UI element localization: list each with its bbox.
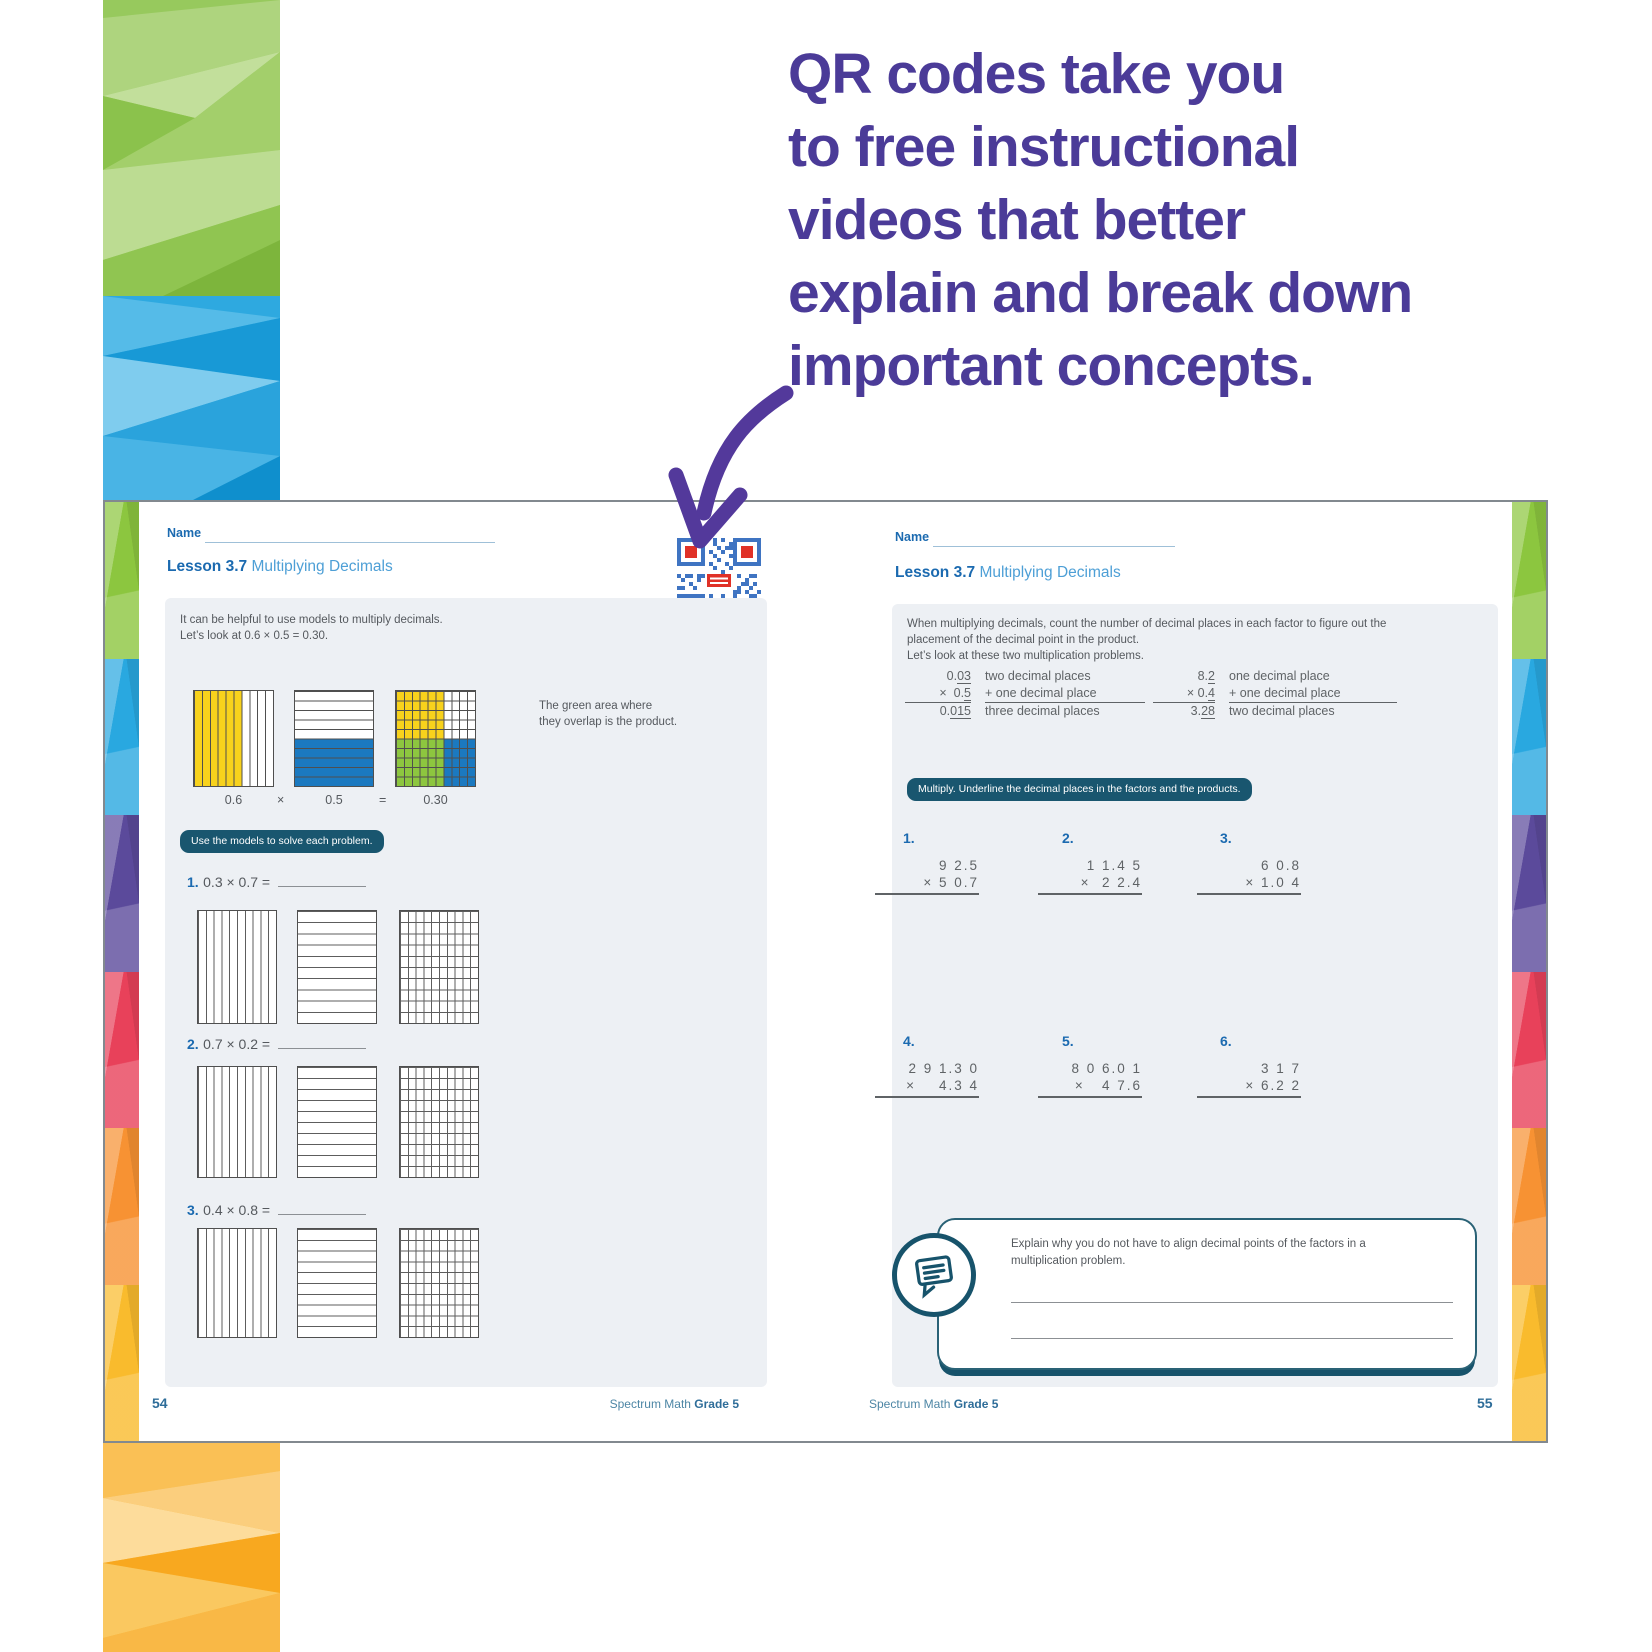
problem-number: 6. <box>1220 1033 1232 1049</box>
name-blank-line <box>933 532 1175 547</box>
headline-line: to free instructional <box>788 115 1300 179</box>
model-label-product: 0.30 <box>423 793 448 807</box>
problem-number: 1. <box>903 830 915 846</box>
tenths-grid-horizontal <box>297 910 377 1024</box>
problem-2: 2. 0.7 × 0.2 = <box>187 1036 367 1054</box>
headline-line: QR codes take you <box>788 42 1285 106</box>
headline-line: videos that better <box>788 188 1246 252</box>
headline-line: important concepts. <box>788 334 1315 398</box>
left-intro-text: It can be helpful to use models to multi… <box>180 612 443 644</box>
model-label-factor2: 0.5 <box>325 793 343 807</box>
tenths-grid-horizontal <box>297 1228 377 1338</box>
note-line: they overlap is the product. <box>539 716 678 728</box>
model-note: The green area where they overlap is the… <box>539 698 677 730</box>
workbook-spread: Name Lesson 3.7 Multiplying Decimals It … <box>103 500 1548 1443</box>
lesson-title: Multiplying Decimals <box>251 558 393 575</box>
tenths-grid-horizontal <box>297 1066 377 1178</box>
problem-expression: 0.3 × 0.7 = <box>203 874 274 890</box>
mult-problem-1: 9 2.5 × 5 0.7 <box>875 828 979 925</box>
model-label-times: × <box>277 793 285 807</box>
note-line: The green area where <box>539 700 653 712</box>
curved-arrow-icon <box>640 383 800 553</box>
right-page-edge-rainbow <box>1512 502 1546 1441</box>
hundredths-grid <box>399 910 479 1024</box>
footer-right: Spectrum Math Grade 5 <box>869 1397 998 1411</box>
model-label-equals: = <box>379 793 387 807</box>
mult-problem-5: 8 0 6.0 1 × 4 7.6 <box>1038 1031 1142 1128</box>
answer-blank <box>278 1202 367 1215</box>
explain-box: Explain why you do not have to align dec… <box>937 1218 1477 1370</box>
lesson-number: Lesson 3.7 <box>167 558 248 575</box>
answer-blank-line <box>1011 1338 1453 1339</box>
lesson-title: Multiplying Decimals <box>979 564 1121 581</box>
problem-expression: 0.7 × 0.2 = <box>203 1036 274 1052</box>
explain-prompt: Explain why you do not have to align dec… <box>1011 1236 1366 1270</box>
footer-brand: Spectrum Math <box>609 1397 695 1411</box>
footer-left: Spectrum Math Grade 5 <box>585 1397 739 1411</box>
lesson-heading: Lesson 3.7 Multiplying Decimals <box>167 558 393 576</box>
explain-line: Explain why you do not have to align dec… <box>1011 1238 1366 1250</box>
tenths-grid-vertical <box>197 1066 277 1178</box>
hundredths-grid <box>399 1228 479 1338</box>
tenths-grid-vertical <box>197 1228 277 1338</box>
footer-grade: Grade 5 <box>953 1397 999 1411</box>
problem-number: 2. <box>187 1036 199 1052</box>
name-label: Name <box>167 526 202 540</box>
lesson-number: Lesson 3.7 <box>895 564 976 581</box>
model-grid-0-5 <box>294 690 374 787</box>
bg-strip-green <box>103 0 280 296</box>
intro-line: Let’s look at 0.6 × 0.5 = 0.30. <box>180 630 329 642</box>
page-number-left: 54 <box>152 1395 168 1411</box>
bg-strip-blue <box>103 296 280 500</box>
example-a-numbers: 0.03 × 0.5 0.015 <box>905 668 971 720</box>
headline: QR codes take you to free instructional … <box>788 38 1413 403</box>
right-intro-text: When multiplying decimals, count the num… <box>907 616 1386 664</box>
explain-line: multiplication problem. <box>1011 1255 1126 1267</box>
bg-strip-orange <box>103 1443 280 1652</box>
speech-bubble-icon <box>892 1233 976 1317</box>
answer-blank <box>278 1036 367 1049</box>
problem-number: 5. <box>1062 1033 1074 1049</box>
problem-number: 3. <box>1220 830 1232 846</box>
tenths-grid-vertical <box>197 910 277 1024</box>
mult-problem-3: 6 0.8 × 1.0 4 <box>1197 828 1301 925</box>
model-label-factor1: 0.6 <box>224 793 243 807</box>
left-instruction-banner: Use the models to solve each problem. <box>180 830 384 853</box>
name-label: Name <box>895 530 930 544</box>
example-a-notes: two decimal places + one decimal place t… <box>985 668 1145 720</box>
mult-problem-2: 1 1.4 5 × 2 2.4 <box>1038 828 1142 925</box>
model-grid-product <box>395 690 476 787</box>
example-a: 0.03 × 0.5 0.015 two decimal places + on… <box>905 668 1145 720</box>
page-number-right: 55 <box>1477 1395 1493 1411</box>
example-b-numbers: 8.2 × 0.4 3.28 <box>1153 668 1215 720</box>
example-b-notes: one decimal place + one decimal place tw… <box>1229 668 1397 720</box>
problem-number: 2. <box>1062 830 1074 846</box>
intro-line: When multiplying decimals, count the num… <box>907 618 1387 630</box>
left-page-edge-rainbow <box>105 502 139 1441</box>
intro-line: Let’s look at these two multiplication p… <box>907 650 1144 662</box>
answer-blank <box>278 874 367 887</box>
problem-number: 3. <box>187 1202 199 1218</box>
model-grid-0-6 <box>193 690 274 787</box>
problem-3: 3. 0.4 × 0.8 = <box>187 1202 367 1220</box>
headline-line: explain and break down <box>788 261 1413 325</box>
problem-1: 1. 0.3 × 0.7 = <box>187 874 367 892</box>
problem-number: 1. <box>187 874 199 890</box>
footer-grade: Grade 5 <box>694 1397 739 1411</box>
answer-blank-line <box>1011 1302 1453 1303</box>
intro-line: It can be helpful to use models to multi… <box>180 614 443 626</box>
name-blank-line <box>205 528 495 543</box>
lesson-heading: Lesson 3.7 Multiplying Decimals <box>895 564 1121 582</box>
problem-number: 4. <box>903 1033 915 1049</box>
footer-brand: Spectrum Math <box>869 1397 954 1411</box>
intro-line: placement of the decimal point in the pr… <box>907 634 1140 646</box>
mult-problem-4: 2 9 1.3 0 × 4.3 4 <box>875 1031 979 1128</box>
example-b: 8.2 × 0.4 3.28 one decimal place + one d… <box>1153 668 1397 720</box>
hundredths-grid <box>399 1066 479 1178</box>
problem-expression: 0.4 × 0.8 = <box>203 1202 274 1218</box>
right-instruction-banner: Multiply. Underline the decimal places i… <box>907 778 1252 801</box>
mult-problem-6: 3 1 7 × 6.2 2 <box>1197 1031 1301 1128</box>
